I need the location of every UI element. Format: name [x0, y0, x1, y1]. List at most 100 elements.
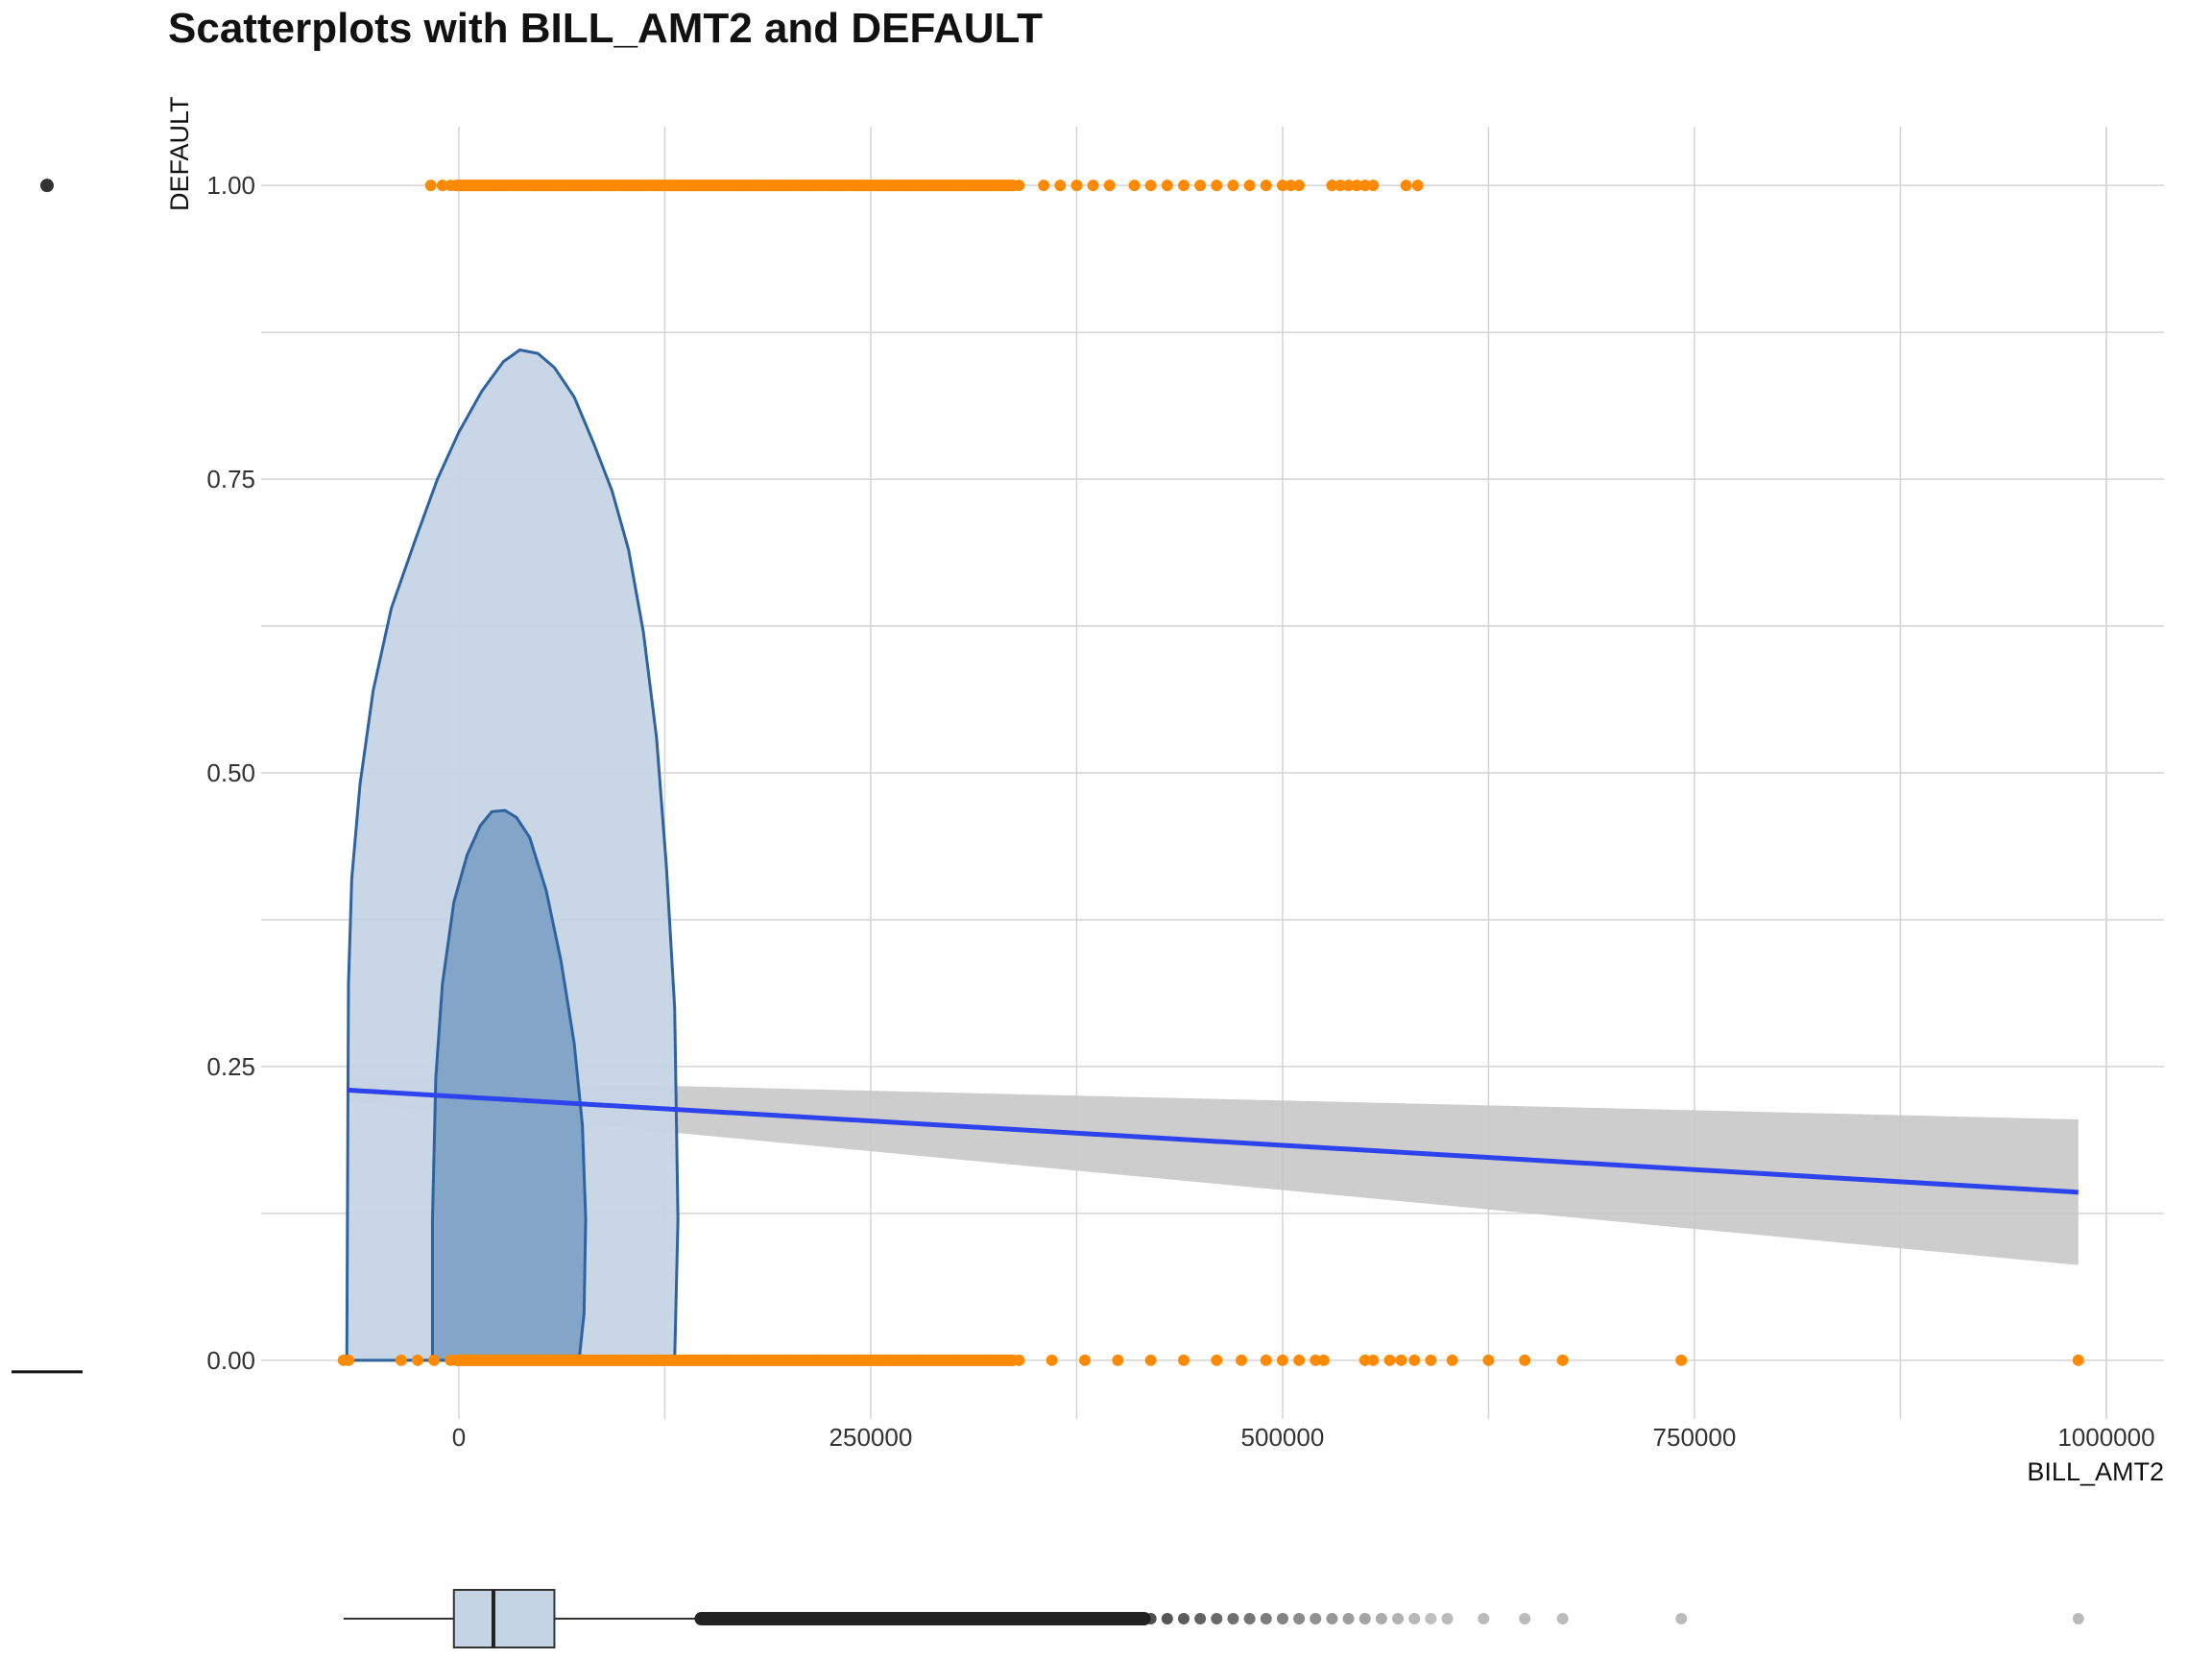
point-default-0-47 [1556, 1354, 1569, 1366]
point-default-1-29 [1128, 180, 1141, 192]
point-default-1-46 [1367, 180, 1380, 192]
x-tick-label-2: 500000 [1241, 1423, 1325, 1452]
point-default-0-30 [1177, 1354, 1190, 1366]
point-default-0-29 [1144, 1354, 1157, 1366]
boxplot-outlier-dense-15 [1392, 1613, 1405, 1624]
x-tick-label-3: 750000 [1653, 1423, 1737, 1452]
margin-point-marker [40, 179, 54, 193]
point-band-default-1 [450, 180, 1020, 192]
boxplot-box [452, 1589, 556, 1648]
point-default-1-44 [1351, 180, 1363, 192]
point-default-0-48 [1675, 1354, 1688, 1366]
chart-title: Scatterplots with BILL_AMT2 and DEFAULT [168, 5, 1043, 52]
point-default-1-24 [1038, 180, 1050, 192]
y-axis-label: DEFAULT [165, 96, 194, 211]
point-default-1-35 [1227, 180, 1239, 192]
confidence-band-layer [347, 1078, 2079, 1265]
boxplot-outlier-dense-0 [1144, 1613, 1157, 1624]
point-default-1-39 [1285, 180, 1297, 192]
point-default-0-27 [1079, 1354, 1092, 1366]
boxplot-outlier-1 [1478, 1613, 1490, 1624]
boxplot-outlier-dense-17 [1425, 1613, 1437, 1624]
tick-labels: 0 250000 500000 750000 1000000 0.00 0.25 0.50 0.… [206, 171, 2154, 1452]
boxplot-outlier-dense-8 [1276, 1613, 1288, 1624]
boxplot-outlier-dense-6 [1243, 1613, 1256, 1624]
point-default-0-34 [1276, 1354, 1288, 1366]
point-default-0-44 [1446, 1354, 1458, 1366]
boxplot-outlier-dense-3 [1194, 1613, 1207, 1624]
point-default-0-3 [412, 1354, 424, 1366]
point-default-1-28 [1103, 180, 1116, 192]
point-default-1-48 [1411, 180, 1424, 192]
point-default-1-47 [1400, 180, 1412, 192]
point-default-1-31 [1161, 180, 1173, 192]
point-default-0-26 [1046, 1354, 1058, 1366]
density-contour-layer [345, 348, 680, 1362]
boxplot-outlier-4 [1675, 1613, 1688, 1624]
boxplot-outlier-3 [1556, 1613, 1569, 1624]
boxplot-outlier-dense-14 [1375, 1613, 1387, 1624]
point-default-0-46 [1519, 1354, 1531, 1366]
boxplot-outlier-dense-1 [1161, 1613, 1173, 1624]
point-default-0-32 [1236, 1354, 1248, 1366]
points-layer [337, 180, 2084, 1366]
point-default-0-38 [1358, 1354, 1371, 1366]
point-default-0-28 [1112, 1354, 1124, 1366]
point-default-1-32 [1177, 180, 1190, 192]
point-default-1-27 [1087, 180, 1099, 192]
y-tick-label-3: 0.75 [206, 465, 255, 493]
point-default-1-42 [1334, 180, 1346, 192]
point-default-1-38 [1276, 180, 1288, 192]
regression-line-layer [347, 1087, 2079, 1195]
y-tick-label-4: 1.00 [206, 171, 255, 200]
point-default-0-35 [1293, 1354, 1306, 1366]
confidence-band [347, 1078, 2079, 1265]
marginal-layer [12, 179, 2084, 1648]
point-default-1-45 [1358, 180, 1371, 192]
boxplot-outlier-0 [1441, 1613, 1454, 1624]
point-default-1-30 [1144, 180, 1157, 192]
point-default-1-25 [1054, 180, 1067, 192]
point-default-0-1 [342, 1354, 354, 1366]
x-tick-label-4: 1000000 [2057, 1423, 2154, 1452]
point-default-1-40 [1293, 180, 1306, 192]
point-default-0-37 [1317, 1354, 1330, 1366]
point-default-0-33 [1260, 1354, 1272, 1366]
boxplot-outlier-dense-5 [1227, 1613, 1239, 1624]
point-default-1-43 [1342, 180, 1355, 192]
boxplot-outlier-dense-7 [1260, 1613, 1272, 1624]
boxplot-outlier-dense-16 [1408, 1613, 1421, 1624]
point-default-1-1 [436, 180, 448, 192]
regression-line [347, 1087, 2079, 1195]
boxplot-outlier-2 [1519, 1613, 1531, 1624]
density-contour-inner [430, 808, 588, 1362]
y-tick-label-0: 0.00 [206, 1346, 255, 1375]
point-default-1-36 [1243, 180, 1256, 192]
boxplot-outlier-dense-10 [1310, 1613, 1322, 1624]
boxplot-outlier-dense-9 [1293, 1613, 1306, 1624]
point-default-1-33 [1194, 180, 1207, 192]
point-default-0-43 [1425, 1354, 1437, 1366]
x-tick-label-0: 0 [452, 1423, 466, 1452]
point-band-default-0 [450, 1354, 1020, 1366]
point-default-1-37 [1260, 180, 1272, 192]
point-default-1-0 [424, 180, 437, 192]
y-tick-label-2: 0.50 [206, 758, 255, 787]
boxplot-outlier-dense-2 [1177, 1613, 1190, 1624]
point-default-0-41 [1395, 1354, 1407, 1366]
boxplot-outlier-band [694, 1612, 1151, 1625]
point-default-1-34 [1211, 180, 1223, 192]
point-default-0-42 [1408, 1354, 1421, 1366]
y-tick-label-1: 0.25 [206, 1052, 255, 1081]
boxplot-outlier-dense-13 [1358, 1613, 1371, 1624]
x-tick-label-1: 250000 [830, 1423, 913, 1452]
boxplot-outlier-dense-12 [1342, 1613, 1355, 1624]
point-default-1-41 [1326, 180, 1338, 192]
boxplot-outlier-dense-4 [1211, 1613, 1223, 1624]
point-default-0-39 [1367, 1354, 1380, 1366]
point-default-0-4 [428, 1354, 441, 1366]
point-default-0-49 [2072, 1354, 2084, 1366]
x-axis-label: BILL_AMT2 [2027, 1457, 2164, 1486]
point-default-0-45 [1482, 1354, 1495, 1366]
